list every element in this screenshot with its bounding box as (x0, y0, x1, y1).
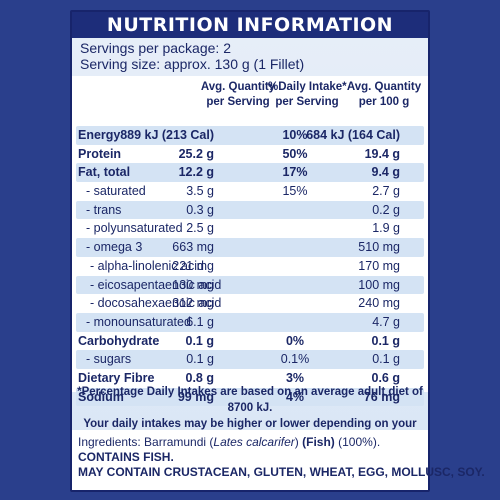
table-row: - eicosapentaenoic acid 130 mg 100 mg (76, 275, 424, 295)
per-100g-value: 510 mg (358, 240, 400, 255)
row-label: - alpha-linolenic acid (90, 258, 204, 273)
per-100g-value: 100 mg (358, 277, 400, 292)
per-serving-value: 6.1 g (186, 314, 214, 329)
per-100g-value: 0.1 g (371, 333, 401, 348)
table-body: Energy 889 kJ (213 Cal) 10% 684 kJ (164 Cal… (76, 126, 424, 407)
per-serving-value: 0.3 g (186, 202, 214, 217)
latin-name: Lates calcarifer (213, 435, 295, 449)
row-label: - trans (86, 202, 122, 217)
table-row: Protein 25.2 g 50% 19.4 g (76, 145, 424, 164)
per-100g-value: 19.4 g (364, 146, 400, 161)
header-per-serving: Avg. Quantity per Serving (200, 81, 276, 108)
row-label: Sodium (78, 389, 124, 404)
daily-intake-value: 17% (282, 165, 308, 180)
table-row: Carbohydrate 0.1 g 0% 0.1 g (76, 332, 424, 351)
per-serving-value: 663 mg (172, 240, 214, 255)
row-label: - omega 3 (86, 240, 143, 255)
nutrition-panel: NUTRITION INFORMATION Servings per packa… (70, 10, 485, 492)
row-label: - monounsaturated (86, 314, 191, 329)
serving-size: Serving size: approx. 130 g (1 Fillet) (80, 56, 305, 72)
per-serving-value: 99 mg (177, 389, 214, 404)
table-row: Fat, total 12.2 g 17% 9.4 g (76, 163, 424, 183)
nutrition-table: Avg. Quantity per Serving %Daily Intake*… (72, 76, 428, 407)
per-serving-value: 0.1 g (186, 352, 214, 367)
per-serving-value: 0.1 g (185, 333, 215, 348)
per-100g-value: 0.1 g (372, 352, 400, 367)
header-daily-intake: %Daily Intake* per Serving (268, 81, 347, 108)
per-100g-value: 1.9 g (372, 221, 400, 236)
daily-intake-value: 50% (282, 146, 308, 161)
per-100g-value: 240 mg (358, 296, 400, 311)
daily-intake-value: 0.1% (280, 352, 310, 367)
per-serving-value: 130 mg (172, 277, 214, 292)
table-row: - omega 3 663 mg 510 mg (76, 238, 424, 257)
daily-intake-value: 10% (282, 128, 308, 142)
row-label: Carbohydrate (78, 333, 160, 348)
panel-title: NUTRITION INFORMATION (72, 12, 428, 38)
per-serving-value: 3.5 g (186, 184, 214, 199)
row-label: - sugars (86, 352, 132, 367)
row-label: Energy (78, 128, 121, 142)
ingredients-line: Ingredients: Barramundi (Lates calcarife… (78, 435, 381, 449)
table-row: - polyunsaturated 2.5 g 1.9 g (76, 219, 424, 238)
per-100g-value: 4.7 g (372, 314, 400, 329)
daily-intake-value: 3% (285, 370, 305, 385)
table-row: - sugars 0.1 g 0.1% 0.1 g (76, 350, 424, 369)
header-per-100g: Avg. Quantity per 100 g (346, 81, 422, 108)
row-label: - docosahexaenoic acid (90, 296, 222, 311)
table-row: - docosahexaenoic acid 312 mg 240 mg (76, 294, 424, 313)
servings-per-package: Servings per package: 2 (80, 40, 231, 56)
table-row: Energy 889 kJ (213 Cal) 10% 684 kJ (164 Cal… (76, 126, 424, 145)
row-label: Protein (78, 146, 122, 161)
contains-statement: CONTAINS FISH. (78, 450, 174, 464)
per-serving-value: 889 kJ (213 Cal) (120, 128, 214, 142)
row-label: - eicosapentaenoic acid (90, 277, 222, 292)
per-100g-value: 9.4 g (371, 165, 401, 180)
daily-intake-value: 15% (282, 184, 308, 199)
row-label: - saturated (86, 184, 146, 199)
row-label: - polyunsaturated (86, 221, 183, 236)
row-label: Fat, total (78, 165, 131, 180)
per-serving-value: 25.2 g (178, 146, 214, 161)
table-row: - alpha-linolenic acid 221 mg 170 mg (76, 257, 424, 276)
table-header: Avg. Quantity per Serving %Daily Intake*… (72, 80, 428, 118)
per-serving-value: 221 mg (172, 258, 214, 273)
may-contain-statement: MAY CONTAIN CRUSTACEAN, GLUTEN, WHEAT, E… (78, 465, 485, 479)
per-100g-value: 684 kJ (164 Cal) (306, 128, 400, 142)
table-row: - monounsaturated 6.1 g 4.7 g (76, 312, 424, 332)
table-row: - saturated 3.5 g 15% 2.7 g (76, 182, 424, 201)
per-100g-value: 170 mg (358, 258, 400, 273)
per-100g-value: 2.7 g (372, 184, 400, 199)
row-label: Dietary Fibre (78, 370, 155, 385)
daily-intake-value: 0% (285, 333, 305, 348)
daily-intake-value: 4% (285, 389, 305, 404)
per-serving-value: 0.8 g (185, 370, 215, 385)
allergen-fish: (Fish) (302, 435, 335, 449)
per-100g-value: 0.6 g (371, 370, 401, 385)
servings-info: Servings per package: 2 Serving size: ap… (80, 40, 422, 72)
table-row: Dietary Fibre 0.8 g 3% 0.6 g (76, 369, 424, 388)
table-row: - trans 0.3 g 0.2 g (76, 200, 424, 220)
per-serving-value: 312 mg (172, 296, 214, 311)
per-100g-value: 0.2 g (372, 202, 400, 217)
ingredients-box: Ingredients: Barramundi (Lates calcarife… (72, 430, 485, 490)
table-row: Sodium 99 mg 4% 76 mg (76, 387, 424, 407)
per-serving-value: 2.5 g (186, 221, 214, 236)
per-serving-value: 12.2 g (178, 165, 214, 180)
daily-intake-footnote: *Percentage Daily Intakes are based on a… (77, 386, 423, 446)
per-100g-value: 76 mg (363, 389, 400, 404)
